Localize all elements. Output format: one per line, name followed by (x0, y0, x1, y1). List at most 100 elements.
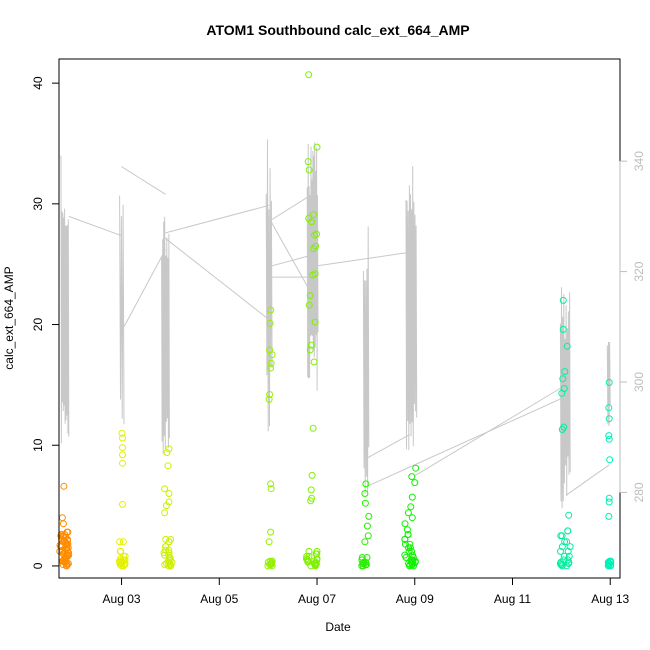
data-point (605, 435, 613, 443)
data-point (311, 318, 319, 326)
data-point (165, 490, 173, 497)
data-point (119, 459, 126, 467)
data-point (606, 557, 614, 565)
data-point (313, 555, 321, 563)
data-point (565, 552, 573, 560)
data-point (305, 71, 313, 79)
data-point (404, 531, 412, 538)
data-point (605, 415, 613, 423)
data-point (565, 511, 573, 519)
data-point (267, 306, 275, 314)
data-point (407, 503, 415, 511)
data-point (561, 538, 569, 546)
data-point (305, 552, 313, 560)
y2-tick-label: 300 (632, 372, 646, 392)
line-connector-11 (365, 398, 562, 488)
data-point (404, 509, 412, 517)
data-point (563, 342, 571, 350)
data-point (308, 494, 316, 502)
data-point (305, 547, 313, 555)
line-connector-13 (565, 464, 610, 496)
data-point (164, 462, 172, 470)
data-point (57, 531, 65, 538)
data-point (364, 532, 372, 540)
data-point (360, 560, 368, 567)
data-point (311, 231, 319, 239)
data-point (401, 551, 409, 559)
plot-area: 0 10 20 30 40 280 300 320 340 Aug 03 Aug 05 Aug 07 A… (31, 58, 646, 606)
data-point (265, 395, 273, 403)
data-point (308, 471, 316, 479)
line-segment-1 (119, 195, 125, 425)
data-point (564, 547, 572, 555)
data-point (408, 493, 416, 501)
data-point (264, 558, 272, 566)
line-segment-7 (559, 287, 571, 509)
data-point (363, 554, 371, 561)
data-point (162, 535, 170, 543)
line-connector-3 (165, 204, 270, 234)
line-segment-0 (60, 155, 70, 444)
data-point (309, 424, 317, 432)
data-point (266, 346, 274, 354)
data-point (116, 547, 124, 555)
y2-tick-label: 320 (632, 261, 646, 281)
data-point (310, 358, 318, 366)
data-point (312, 242, 320, 250)
line-connector-5 (270, 254, 313, 267)
data-point (267, 528, 275, 536)
data-point (361, 490, 369, 497)
line-segment-6 (405, 166, 418, 451)
x-tick-label: Aug 09 (396, 592, 434, 606)
data-point (313, 547, 321, 555)
data-point (605, 379, 613, 386)
data-point (560, 385, 568, 392)
line-connector-0 (68, 215, 122, 237)
data-point (266, 319, 274, 327)
line-connector-12 (414, 384, 567, 477)
line-connector-8 (267, 216, 316, 300)
data-point (163, 449, 171, 456)
data-point (119, 538, 127, 546)
data-point (121, 556, 129, 564)
x-tick-label: Aug 03 (103, 592, 141, 606)
data-point (560, 423, 568, 431)
data-point (265, 538, 273, 546)
data-point (408, 473, 416, 481)
data-point (161, 485, 169, 493)
data-point (408, 514, 416, 522)
data-point (605, 512, 613, 520)
data-point (361, 499, 369, 507)
data-point (606, 456, 614, 464)
data-point (118, 429, 126, 437)
data-point (119, 444, 126, 452)
data-point (63, 528, 71, 536)
y2-tick-label: 280 (632, 482, 646, 502)
data-point (161, 509, 169, 517)
data-point (362, 480, 370, 488)
data-point (557, 547, 564, 555)
data-point (267, 359, 275, 367)
y-tick-label: 30 (31, 197, 45, 211)
data-point (305, 214, 313, 222)
data-point (561, 368, 569, 376)
data-point (59, 520, 67, 528)
line-segment-3 (265, 139, 273, 432)
data-point (119, 500, 126, 508)
data-point (362, 558, 370, 566)
data-point (305, 301, 313, 309)
data-point (405, 547, 413, 555)
line-connector-7 (267, 193, 313, 223)
data-point (119, 451, 126, 459)
data-point (305, 166, 313, 174)
data-point (560, 552, 568, 560)
data-point (605, 404, 613, 412)
data-point (120, 552, 128, 560)
plot-frame (58, 58, 621, 579)
x-tick-label: Aug 11 (494, 592, 531, 606)
x-axis-label: Date (325, 620, 351, 634)
x-tick-label: Aug 07 (298, 592, 336, 606)
data-point (401, 535, 409, 543)
line-connector-1 (121, 166, 166, 195)
data-point (161, 561, 169, 569)
